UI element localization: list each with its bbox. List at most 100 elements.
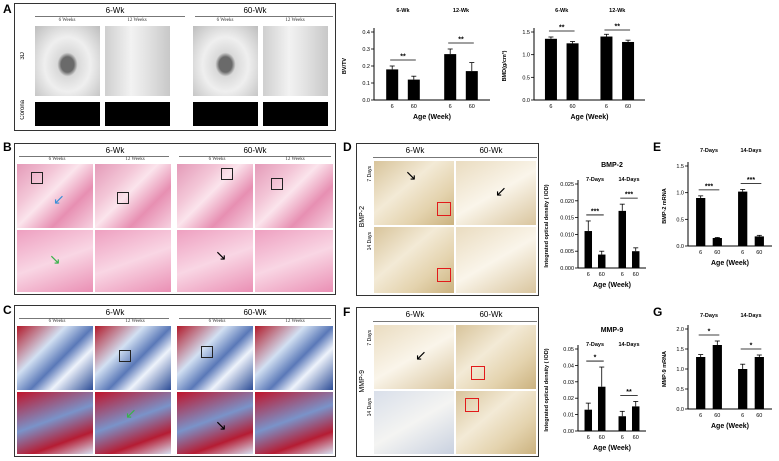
group-label: 7-Days — [700, 148, 718, 154]
significance-label: * — [708, 329, 711, 336]
ihc-mmp9-image — [456, 391, 536, 454]
y-tick-label: 0.0 — [676, 407, 684, 413]
y-tick-label: 0.020 — [560, 199, 574, 205]
bar — [465, 71, 478, 100]
masson-stain-image — [177, 326, 253, 390]
chart-bmp2-iod: BMP-2 0.000 0.005 0.010 0.015 0.020 0.025 Integ… — [544, 162, 646, 289]
significance-label: *** — [705, 183, 713, 190]
group-header-60wk: 60-Wk — [243, 146, 267, 155]
y-tick-label: 0.04 — [563, 363, 574, 369]
black-arrow-icon: ↘ — [405, 167, 417, 183]
y-tick-label: 0.025 — [560, 182, 574, 188]
y-tick-label: 0.015 — [560, 216, 574, 222]
chart-bmd: 0.0 0.5 1.0 1.5 BMD(g/cm³) 6 60 ** 6-Wk 6 60 ** 12-W… — [501, 8, 645, 121]
time-label: 12 Weeks — [285, 157, 305, 162]
bar — [584, 231, 593, 268]
row-label-7days: 7 Days — [367, 166, 373, 182]
divider — [179, 156, 331, 157]
chart-mmp9-iod: MMP-9 0.00 0.01 0.02 0.03 0.04 0.05 Integrated … — [544, 327, 646, 452]
y-tick-label: 0.1 — [362, 81, 370, 87]
y-axis-label: Integrated optical density ( IOD) — [544, 184, 550, 267]
bar — [712, 345, 722, 409]
bar — [631, 251, 640, 268]
bar — [444, 54, 457, 100]
x-tick-label: 60 — [599, 272, 605, 278]
y-tick-label: 0.4 — [362, 30, 370, 36]
bar — [738, 369, 748, 409]
x-tick-label: 60 — [714, 413, 720, 419]
x-tick-label: 6 — [449, 104, 452, 110]
panel-label-d: D — [343, 140, 352, 154]
red-roi-box — [465, 398, 479, 412]
he-stain-image — [177, 164, 253, 228]
micro-ct-3d-image — [35, 26, 100, 96]
row-label-corona: Corona — [20, 100, 26, 120]
time-label: 12 Weeks — [125, 157, 145, 162]
y-tick-label: 1.5 — [676, 164, 684, 170]
y-tick-label: 1.5 — [522, 30, 530, 36]
significance-label: *** — [747, 177, 755, 184]
black-arrow-icon: ↙ — [495, 183, 507, 199]
time-label: 6 Weeks — [216, 18, 234, 23]
significance-label: ** — [559, 24, 565, 31]
green-arrow-icon: ↙ — [125, 405, 137, 421]
x-axis-label: Age (Week) — [593, 282, 631, 289]
x-axis-label: Age (Week) — [711, 260, 749, 267]
y-tick-label: 0.02 — [563, 396, 574, 402]
bar — [712, 238, 722, 246]
y-tick-label: 0.010 — [560, 232, 574, 238]
chart-title: MMP-9 — [601, 327, 624, 334]
x-axis-label: Age (Week) — [571, 114, 609, 121]
bar — [754, 357, 764, 409]
ihc-mmp9-image — [374, 391, 454, 454]
x-tick-label: 6 — [621, 272, 624, 278]
x-tick-label: 60 — [569, 104, 575, 110]
significance-label: ** — [615, 24, 621, 31]
y-tick-label: 0.3 — [362, 47, 370, 53]
group-label: 14-Days — [618, 177, 639, 183]
y-tick-label: 0.2 — [362, 64, 370, 70]
red-roi-box — [471, 366, 485, 380]
he-stain-image — [255, 164, 333, 228]
micro-ct-3d-image — [105, 26, 170, 96]
panel-f-images: 6-Wk 60-Wk MMP-9 7 Days 14 Days ↙ — [356, 307, 539, 457]
roi-box — [201, 346, 213, 358]
x-tick-label: 60 — [714, 250, 720, 256]
divider — [195, 16, 333, 17]
y-axis-label: MMP-9 mRNA — [662, 351, 668, 387]
panel-d-images: 6-Wk 60-Wk BMP-2 7 Days 14 Days ↘ ↙ — [356, 143, 539, 296]
time-label: 6 Weeks — [58, 18, 76, 23]
time-label: 12 Weeks — [285, 18, 305, 23]
significance-label: ** — [626, 389, 632, 396]
row-label-14days: 14 Days — [367, 398, 373, 417]
divider — [373, 321, 537, 322]
he-stain-zoom-image — [177, 230, 253, 292]
x-tick-label: 60 — [633, 435, 639, 441]
significance-label: *** — [625, 192, 633, 199]
he-stain-image — [95, 164, 171, 228]
group-header-6wk: 6-Wk — [105, 146, 125, 155]
y-tick-label: 1.5 — [676, 347, 684, 353]
bar — [696, 198, 706, 246]
y-axis-label: BMP-2 mRNA — [662, 188, 668, 223]
x-tick-label: 60 — [633, 272, 639, 278]
x-tick-label: 60 — [625, 104, 631, 110]
bar — [622, 41, 635, 100]
time-label: 12 Weeks — [127, 18, 147, 23]
group-label: 14-Days — [740, 148, 761, 154]
panel-c-images: 6-Wk 60-Wk 6 Weeks 12 Weeks 6 Weeks 12 W… — [14, 305, 336, 457]
x-tick-label: 6 — [741, 413, 744, 419]
x-tick-label: 6 — [699, 413, 702, 419]
x-tick-label: 60 — [411, 104, 417, 110]
blue-arrow-icon: ↙ — [53, 191, 65, 207]
x-tick-label: 60 — [756, 413, 762, 419]
bar — [386, 69, 399, 100]
significance-label: ** — [400, 54, 406, 61]
x-tick-label: 6 — [587, 272, 590, 278]
x-tick-label: 60 — [469, 104, 475, 110]
masson-stain-image — [95, 326, 171, 390]
y-tick-label: 0.01 — [563, 413, 574, 419]
panel-label-e: E — [653, 140, 662, 154]
bar — [584, 409, 593, 431]
micro-ct-coronal-image — [35, 102, 100, 126]
